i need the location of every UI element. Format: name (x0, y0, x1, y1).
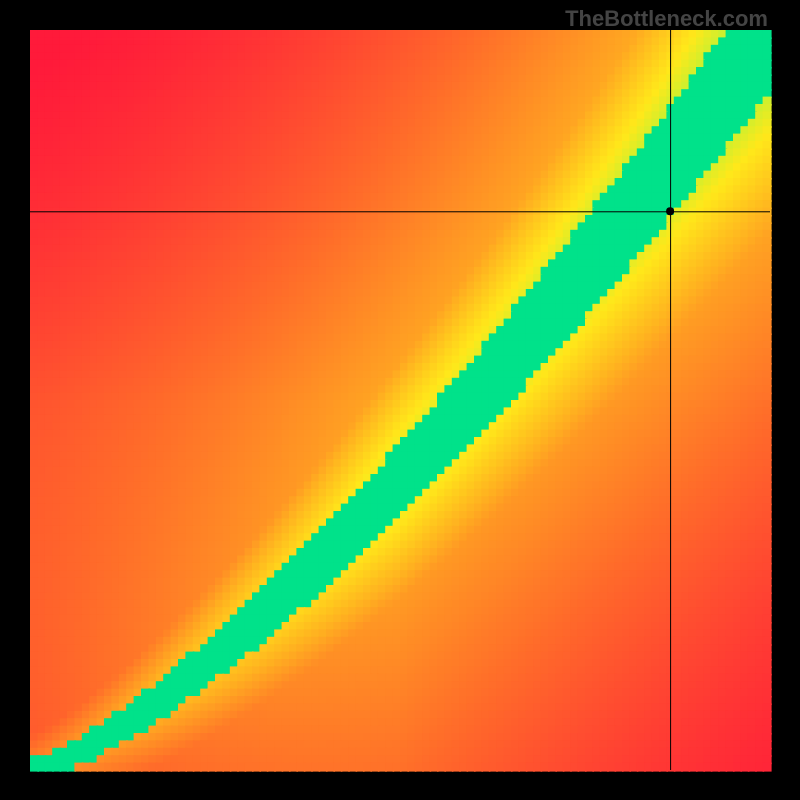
chart-container: TheBottleneck.com (0, 0, 800, 800)
watermark-text: TheBottleneck.com (565, 6, 768, 32)
bottleneck-heatmap (0, 0, 800, 800)
